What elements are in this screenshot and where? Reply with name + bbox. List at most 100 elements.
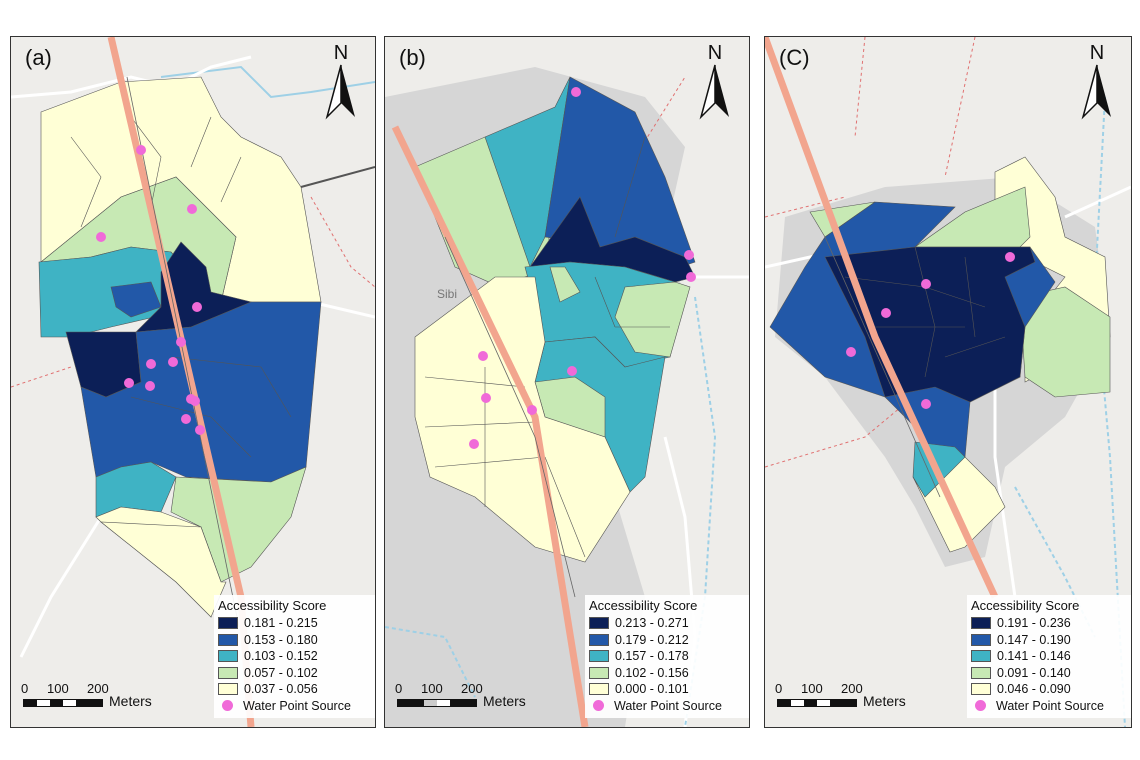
legend-label: 0.141 - 0.146 — [997, 649, 1071, 664]
zone — [614, 281, 691, 358]
zone-boundary — [70, 116, 292, 458]
local-road — [19, 516, 103, 658]
trail-line — [11, 366, 72, 388]
zone — [1019, 286, 1111, 398]
legend-label: 0.091 - 0.140 — [997, 665, 1071, 680]
scale-tick: 0 — [395, 681, 403, 696]
legend-label: Water Point Source — [996, 698, 1104, 713]
legend-label: 0.037 - 0.056 — [244, 682, 318, 697]
legend-label: 0.179 - 0.212 — [615, 632, 689, 647]
place-label: Sibi — [437, 287, 458, 301]
legend-swatch — [589, 650, 609, 663]
legend-item: Water Point Source — [971, 698, 1131, 715]
zone — [170, 466, 307, 583]
legend-label: 0.046 - 0.090 — [997, 682, 1071, 697]
scale-bar-segments — [777, 699, 857, 707]
trail-line — [634, 76, 686, 158]
legend-item: Water Point Source — [218, 698, 375, 715]
scale-unit: Meters — [483, 693, 526, 709]
scale-tick: 100 — [801, 681, 823, 696]
water-point — [527, 405, 537, 415]
map-canvas-c — [765, 37, 1131, 727]
panel-label: (C) — [779, 45, 810, 70]
water-point — [921, 279, 931, 289]
legend-item: 0.179 - 0.212 — [589, 632, 749, 649]
scale-bar-segments — [23, 699, 103, 707]
map-canvas-b — [385, 67, 749, 727]
legend-label: 0.153 - 0.180 — [244, 632, 318, 647]
scale-tick: 200 — [841, 681, 863, 696]
legend-label: Water Point Source — [614, 698, 722, 713]
scale-bar: 0 100 200 Meters — [395, 681, 545, 721]
water-point — [136, 145, 146, 155]
water-point — [846, 347, 856, 357]
legend-item: 0.102 - 0.156 — [589, 665, 749, 682]
water-point — [124, 378, 134, 388]
legend-label: 0.057 - 0.102 — [244, 665, 318, 680]
legend-title: Accessibility Score — [218, 598, 327, 613]
north-arrow-icon: N — [325, 42, 355, 120]
zone — [912, 456, 1006, 553]
water-point — [478, 351, 488, 361]
legend-swatch — [971, 617, 991, 630]
legend-item: 0.153 - 0.180 — [218, 632, 375, 649]
panel-label: (a) — [25, 45, 52, 70]
water-point — [176, 337, 186, 347]
legend-swatch — [589, 666, 609, 679]
highway-centerline — [824, 236, 941, 498]
scale-bar-segments — [397, 699, 477, 707]
water-points — [469, 87, 696, 449]
legend-item: 0.057 - 0.102 — [218, 665, 375, 682]
legend-item: 0.181 - 0.215 — [218, 615, 375, 632]
stream-line — [160, 65, 375, 99]
legend-item: 0.000 - 0.101 — [589, 681, 749, 698]
scale-tick: 0 — [21, 681, 29, 696]
legend: Accessibility Score 0.213 - 0.271 0.179 … — [585, 595, 749, 718]
legend: Accessibility Score 0.181 - 0.215 0.153 … — [214, 595, 375, 718]
map-canvas-a — [11, 37, 375, 727]
legend-item: 0.147 - 0.190 — [971, 632, 1131, 649]
legend-item: 0.157 - 0.178 — [589, 648, 749, 665]
legend-item: 0.037 - 0.056 — [218, 681, 375, 698]
legend-item: 0.103 - 0.152 — [218, 648, 375, 665]
north-arrow-icon: N — [1081, 42, 1111, 120]
water-point — [921, 399, 931, 409]
north-label: N — [1090, 42, 1104, 64]
water-point-icon — [222, 700, 233, 712]
water-point — [481, 393, 491, 403]
legend-swatch — [218, 650, 238, 663]
zone — [80, 301, 322, 483]
legend-label: 0.103 - 0.152 — [244, 649, 318, 664]
highway — [765, 37, 999, 599]
water-point — [181, 414, 191, 424]
legend-title: Accessibility Score — [589, 598, 698, 613]
water-point — [567, 366, 577, 376]
legend-swatch — [971, 683, 991, 696]
legend: Accessibility Score 0.191 - 0.236 0.147 … — [967, 595, 1131, 718]
highway — [391, 125, 589, 727]
water-point — [168, 357, 178, 367]
water-point — [190, 396, 200, 406]
highway-centerline — [444, 236, 576, 598]
scale-bar: 0 100 200 Meters — [21, 681, 171, 721]
legend-item: 0.046 - 0.090 — [971, 681, 1131, 698]
water-point — [192, 302, 202, 312]
water-point — [1005, 252, 1015, 262]
legend-label: 0.102 - 0.156 — [615, 665, 689, 680]
zone — [824, 246, 1036, 403]
water-point — [881, 308, 891, 318]
north-label: N — [334, 42, 348, 64]
trail-line — [310, 196, 375, 288]
zone-boundary — [424, 136, 670, 558]
legend-swatch — [218, 617, 238, 630]
map-panel-a: (a) N Accessibility Score 0.181 - 0.215 … — [10, 36, 376, 728]
water-point — [469, 439, 479, 449]
zone — [100, 521, 227, 618]
water-point — [187, 204, 197, 214]
water-point — [146, 359, 156, 369]
zone — [110, 281, 162, 318]
legend-label: 0.147 - 0.190 — [997, 632, 1071, 647]
legend-title: Accessibility Score — [971, 598, 1080, 613]
water-point — [686, 272, 696, 282]
legend-swatch — [971, 633, 991, 646]
